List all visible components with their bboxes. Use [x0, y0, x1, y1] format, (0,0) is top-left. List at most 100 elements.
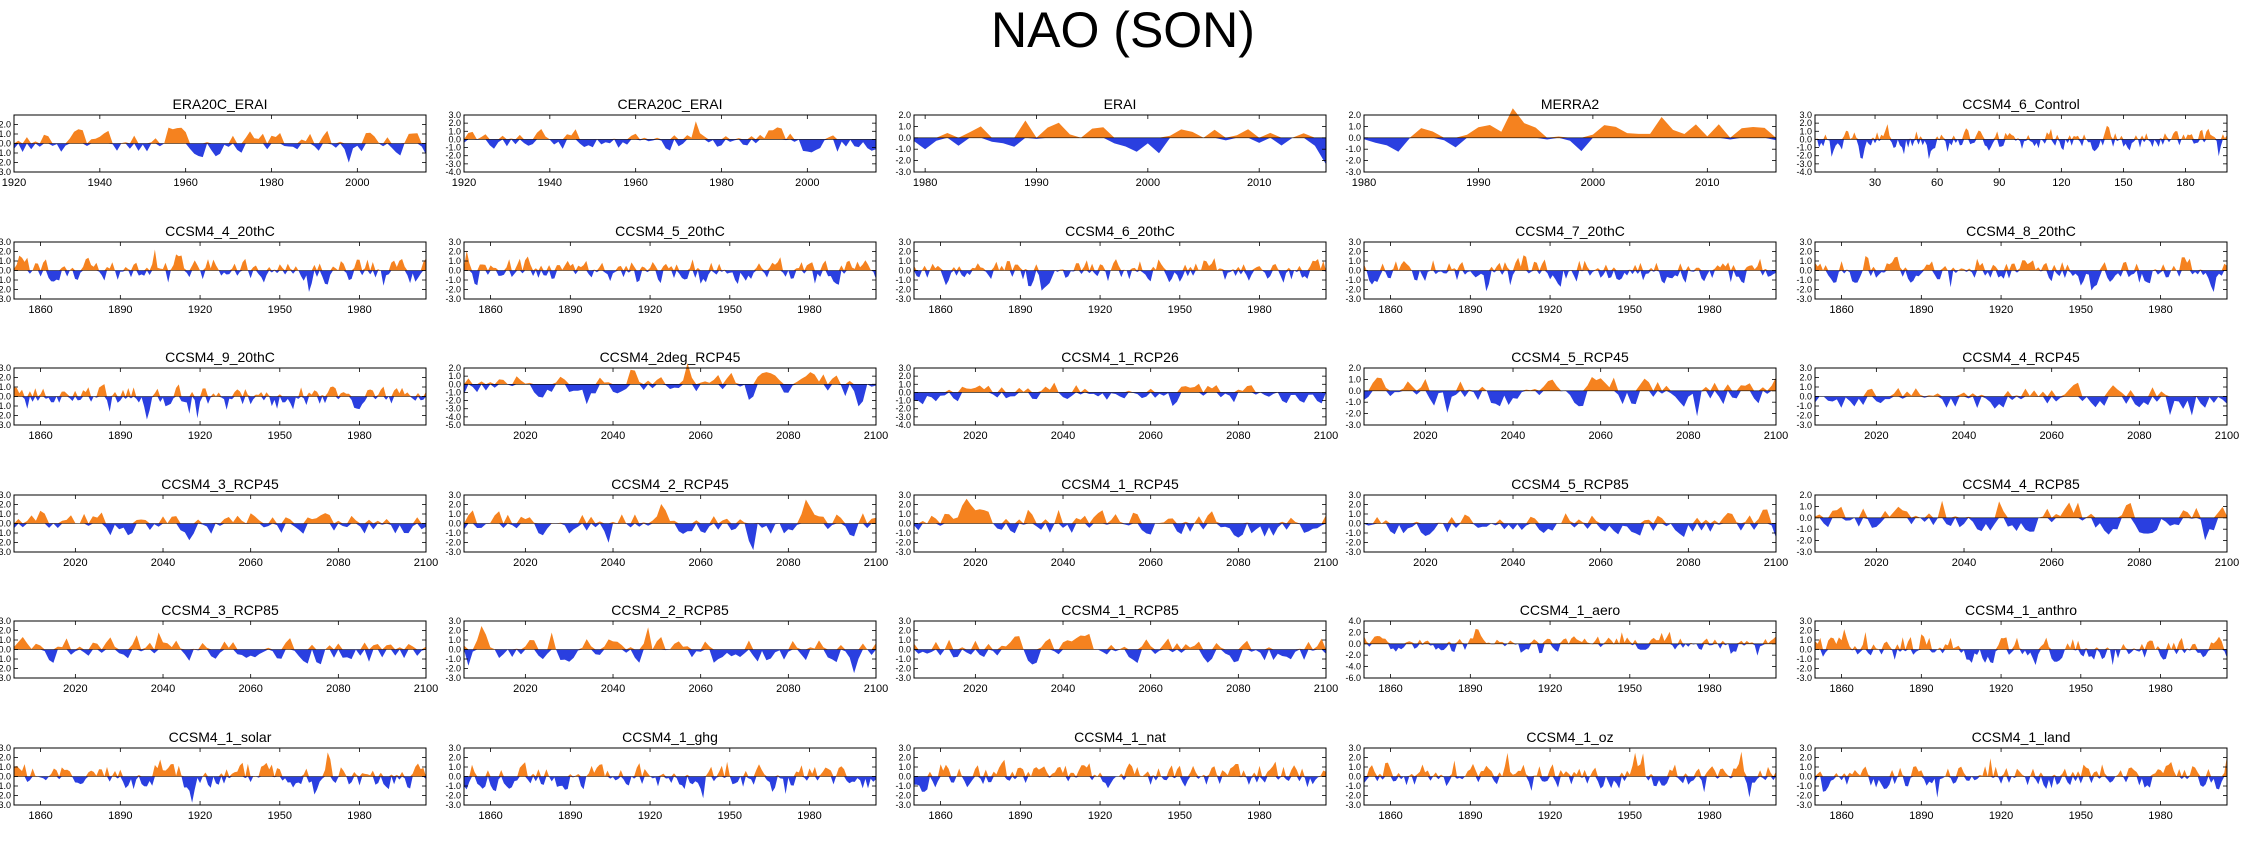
x-tick-label: 1950 — [2069, 304, 2093, 316]
x-tick-label: 150 — [2114, 177, 2132, 189]
negative-area — [1815, 270, 2227, 292]
y-tick-label: -3.0 — [1796, 159, 1812, 169]
y-tick-label: -3.0 — [1345, 547, 1361, 557]
x-tick-label: 2060 — [1588, 430, 1612, 442]
y-tick-label: 3.0 — [448, 237, 461, 247]
negative-area — [464, 776, 876, 799]
x-tick-label: 180 — [2176, 177, 2194, 189]
x-tick-label: 1860 — [1829, 304, 1853, 316]
y-tick-label: -2.0 — [0, 411, 11, 421]
y-tick-label: 0.0 — [1348, 266, 1361, 276]
x-tick-label: 90 — [1993, 177, 2005, 189]
y-tick-label: -3.0 — [0, 547, 11, 557]
x-tick-label: 2060 — [1138, 430, 1162, 442]
panel-ccsm4_1_rcp26: CCSM4_1_RCP26 -4.0-3.0-2.0-1.00.01.02.03.… — [895, 349, 1338, 442]
y-tick-label: 0.0 — [1799, 645, 1812, 655]
x-tick-label: 2010 — [1247, 177, 1271, 189]
y-tick-label: -2.0 — [895, 664, 911, 674]
panel-ccsm4_3_rcp85: CCSM4_3_RCP85 -3.0-2.0-1.00.01.02.03.0 202… — [0, 602, 438, 695]
positive-area — [464, 121, 876, 140]
x-tick-label: 2020 — [513, 430, 537, 442]
y-tick-label: 2.0 — [0, 500, 11, 510]
y-tick-label: -3.0 — [895, 547, 911, 557]
x-tick-label: 1950 — [2069, 683, 2093, 695]
y-tick-label: 1.0 — [1348, 374, 1361, 384]
positive-area — [464, 250, 876, 271]
panel-ccsm4_2deg_rcp45: CCSM4_2deg_RCP45 -5.0-4.0-3.0-2.0-1.00.01… — [445, 349, 888, 442]
y-tick-label: 0.0 — [0, 139, 11, 149]
x-tick-label: 2080 — [326, 557, 350, 569]
x-tick-label: 2020 — [963, 430, 987, 442]
x-tick-label: 1890 — [1008, 304, 1032, 316]
y-tick-label: 1.0 — [1799, 256, 1812, 266]
x-tick-label: 1920 — [2, 177, 26, 189]
panel-ccsm4_1_nat: CCSM4_1_nat -3.0-2.0-1.00.01.02.03.0 1860 1… — [895, 729, 1327, 822]
panel-ccsm4_4_20thc: CCSM4_4_20thC -3.0-2.0-1.00.01.02.03.0 186… — [0, 223, 427, 316]
y-tick-label: -3.0 — [445, 547, 461, 557]
panel-title: CCSM4_5_RCP85 — [1511, 476, 1629, 492]
negative-area — [1815, 396, 2227, 416]
y-tick-label: 3.0 — [898, 363, 911, 373]
panel-title: CCSM4_1_land — [1972, 729, 2071, 745]
y-tick-label: -2.0 — [895, 285, 911, 295]
x-tick-label: 1950 — [2069, 810, 2093, 822]
x-tick-label: 1860 — [28, 304, 52, 316]
y-tick-label: -3.0 — [895, 412, 911, 422]
negative-area — [914, 776, 1326, 792]
y-tick-label: 1.0 — [0, 256, 11, 266]
plot-frame — [1363, 620, 1777, 679]
x-tick-label: 1980 — [1697, 810, 1721, 822]
x-tick-label: 2100 — [2215, 430, 2239, 442]
y-tick-label: 2.0 — [898, 753, 911, 763]
y-tick-label: 0.0 — [448, 379, 461, 389]
plot-frame — [1363, 367, 1777, 426]
panel-era20c_erai: ERA20C_ERAI -3.0-2.0-1.00.01.02.0 1920 1940… — [0, 96, 427, 189]
y-tick-label: 2.0 — [1348, 363, 1361, 373]
y-tick-label: -3.0 — [445, 673, 461, 683]
x-tick-label: 1980 — [913, 177, 937, 189]
x-tick-label: 1980 — [2148, 810, 2172, 822]
y-tick-label: -2.0 — [445, 664, 461, 674]
x-tick-label: 120 — [2052, 177, 2070, 189]
x-tick-label: 2100 — [1314, 430, 1338, 442]
positive-area — [1815, 256, 2227, 271]
x-tick-label: 1890 — [1909, 304, 1933, 316]
x-tick-label: 2000 — [795, 177, 819, 189]
y-tick-label: 1.0 — [448, 762, 461, 772]
y-tick-label: -4.0 — [895, 420, 911, 430]
panel-ccsm4_3_rcp45: CCSM4_3_RCP45 -3.0-2.0-1.00.01.02.03.0 202… — [0, 476, 438, 569]
y-tick-label: -2.0 — [1796, 411, 1812, 421]
x-tick-label: 2020 — [513, 557, 537, 569]
x-tick-label: 2040 — [151, 683, 175, 695]
y-tick-label: 2.0 — [0, 120, 11, 130]
x-tick-label: 2020 — [963, 683, 987, 695]
panel-ccsm4_2_rcp45: CCSM4_2_RCP45 -3.0-2.0-1.00.01.02.03.0 202… — [445, 476, 888, 569]
x-tick-label: 2020 — [1413, 557, 1437, 569]
negative-area — [1815, 139, 2227, 160]
panel-title: ERAI — [1104, 96, 1137, 112]
y-tick-label: 2.0 — [1348, 500, 1361, 510]
positive-area — [14, 249, 426, 271]
y-tick-label: 1.0 — [1348, 509, 1361, 519]
y-tick-label: -1.0 — [0, 654, 11, 664]
x-tick-label: 2080 — [1226, 430, 1250, 442]
panel-title: CCSM4_1_oz — [1526, 729, 1613, 745]
y-tick-label: 1.0 — [0, 635, 11, 645]
x-tick-label: 1980 — [1247, 810, 1271, 822]
y-tick-label: 0.0 — [448, 519, 461, 529]
y-tick-label: 3.0 — [898, 616, 911, 626]
x-tick-label: 1980 — [259, 177, 283, 189]
x-tick-label: 2080 — [1226, 683, 1250, 695]
x-tick-label: 1860 — [28, 810, 52, 822]
y-tick-label: 1.0 — [0, 509, 11, 519]
panel-ccsm4_1_rcp85: CCSM4_1_RCP85 -3.0-2.0-1.00.01.02.03.0 202… — [895, 602, 1338, 695]
x-tick-label: 2060 — [238, 557, 262, 569]
y-tick-label: 0.0 — [0, 266, 11, 276]
y-tick-label: -3.0 — [0, 800, 11, 810]
negative-area — [14, 143, 426, 163]
y-tick-label: 3.0 — [448, 616, 461, 626]
y-tick-label: 3.0 — [0, 363, 11, 373]
y-tick-label: 1.0 — [1799, 382, 1812, 392]
x-tick-label: 2040 — [601, 683, 625, 695]
y-tick-label: -2.0 — [445, 791, 461, 801]
